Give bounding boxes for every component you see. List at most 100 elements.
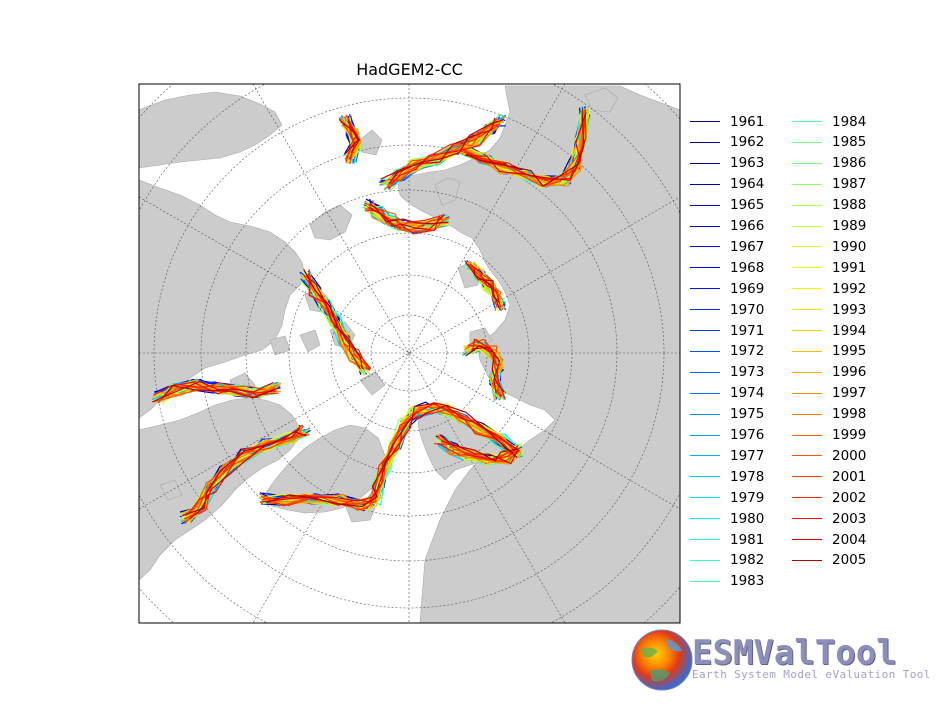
ice-edge-2005 — [162, 110, 585, 517]
ice-edge-segment — [182, 431, 307, 517]
legend-swatch — [792, 371, 822, 373]
arctic-island — [309, 204, 353, 241]
legend-label: 1990 — [832, 238, 867, 255]
legend-label: 2000 — [832, 447, 867, 464]
legend-swatch — [690, 330, 720, 331]
legend-item: 1992 — [792, 278, 866, 299]
legend-label: 1974 — [730, 385, 765, 402]
legend-label: 1982 — [730, 552, 765, 569]
ice-edge-segment — [473, 268, 501, 304]
legend-label: 2003 — [832, 510, 867, 527]
ice-edge-segment — [369, 203, 449, 225]
legend-swatch — [690, 580, 720, 582]
legend-swatch — [690, 309, 720, 311]
legend-label: 1973 — [730, 364, 765, 381]
legend-swatch — [792, 350, 822, 352]
arctic-island — [299, 329, 321, 353]
legend-swatch — [792, 204, 822, 206]
ice-edge-segment — [471, 338, 506, 399]
legend-item: 1990 — [792, 236, 866, 257]
ice-edge-segment — [364, 209, 444, 229]
ice-edge-segment — [469, 263, 502, 308]
ice-edge-segment — [338, 118, 359, 155]
legend-item: 2005 — [792, 550, 866, 571]
legend-swatch — [690, 350, 720, 352]
eurasia-land — [397, 85, 680, 623]
legend-item: 1962 — [690, 132, 764, 153]
legend-swatch — [690, 121, 720, 122]
ice-edge-segment — [473, 261, 505, 310]
legend-swatch — [792, 309, 822, 311]
legend-swatch — [792, 246, 822, 248]
legend-label: 1978 — [730, 468, 765, 485]
legend-item: 1997 — [792, 383, 866, 404]
legend-item: 1996 — [792, 362, 866, 383]
esmvaltool-logo — [630, 627, 940, 700]
arctic-island — [269, 335, 291, 356]
novaya-zemlya-land — [434, 177, 461, 206]
legend-swatch — [690, 497, 720, 499]
legend-label: 1965 — [730, 197, 765, 214]
legend-label: 1970 — [730, 301, 765, 318]
legend-label: 1968 — [730, 259, 765, 276]
ice-edge-segment — [439, 434, 520, 462]
legend-item: 1964 — [690, 174, 764, 195]
legend-label: 1988 — [832, 197, 867, 214]
ice-edge-segment — [364, 202, 444, 231]
legend-label: 1989 — [832, 218, 867, 234]
ice-edge-segment — [162, 385, 281, 399]
legend-item: 1972 — [690, 341, 764, 362]
arctic-island — [359, 129, 383, 156]
legend-label: 1985 — [832, 134, 867, 151]
ice-edge-segment — [466, 338, 501, 394]
legend-label: 1972 — [730, 343, 765, 360]
legend-item: 2000 — [792, 445, 866, 466]
legend-swatch — [792, 141, 822, 143]
legend-item: 1998 — [792, 404, 866, 425]
ice-edge-segment — [384, 120, 503, 186]
legend-swatch — [792, 392, 822, 394]
ice-edge-segment — [347, 121, 361, 154]
legend-item: 1971 — [690, 320, 764, 341]
legend-item: 2004 — [792, 529, 866, 550]
arctic-island — [584, 87, 619, 113]
legend-label: 2005 — [832, 552, 867, 569]
ice-edge-segment — [157, 383, 279, 404]
legend-label: 1977 — [730, 447, 765, 464]
legend-swatch — [690, 371, 720, 373]
ice-edge-segment — [386, 121, 499, 186]
legend-swatch — [690, 434, 720, 436]
legend-item: 1969 — [690, 278, 764, 299]
map-frame — [138, 83, 681, 624]
legend-swatch — [792, 434, 822, 436]
legend-label: 1967 — [730, 238, 765, 255]
legend-label: 1996 — [832, 364, 867, 381]
legend-swatch — [792, 121, 822, 122]
legend-label: 1984 — [832, 113, 867, 130]
legend-swatch — [792, 162, 822, 164]
legend-item: 1978 — [690, 466, 764, 487]
ice-edge-segment — [155, 382, 273, 402]
legend-label: 1971 — [730, 322, 765, 339]
legend-label: 1999 — [832, 427, 867, 443]
legend-label: 2001 — [832, 468, 867, 485]
legend-swatch — [792, 518, 822, 520]
legend-label: 1998 — [832, 406, 867, 423]
legend-item: 1999 — [792, 425, 866, 446]
legend-swatch — [792, 497, 822, 499]
ice-edge-segment — [380, 117, 496, 180]
legend-item: 2001 — [792, 466, 866, 487]
globe-icon — [631, 629, 693, 691]
ice-edge-segment — [266, 404, 518, 508]
legend-label: 1981 — [730, 531, 765, 548]
ice-edge-segment — [437, 442, 519, 460]
legend-swatch — [792, 559, 822, 561]
legend-label: 1976 — [730, 427, 765, 443]
legend-item: 2003 — [792, 508, 866, 529]
legend-item: 1968 — [690, 257, 764, 278]
legend-label: 1975 — [730, 406, 765, 423]
legend-item: 1983 — [690, 571, 764, 592]
legend-label: 1961 — [730, 113, 765, 130]
legend-label: 1997 — [832, 385, 867, 402]
